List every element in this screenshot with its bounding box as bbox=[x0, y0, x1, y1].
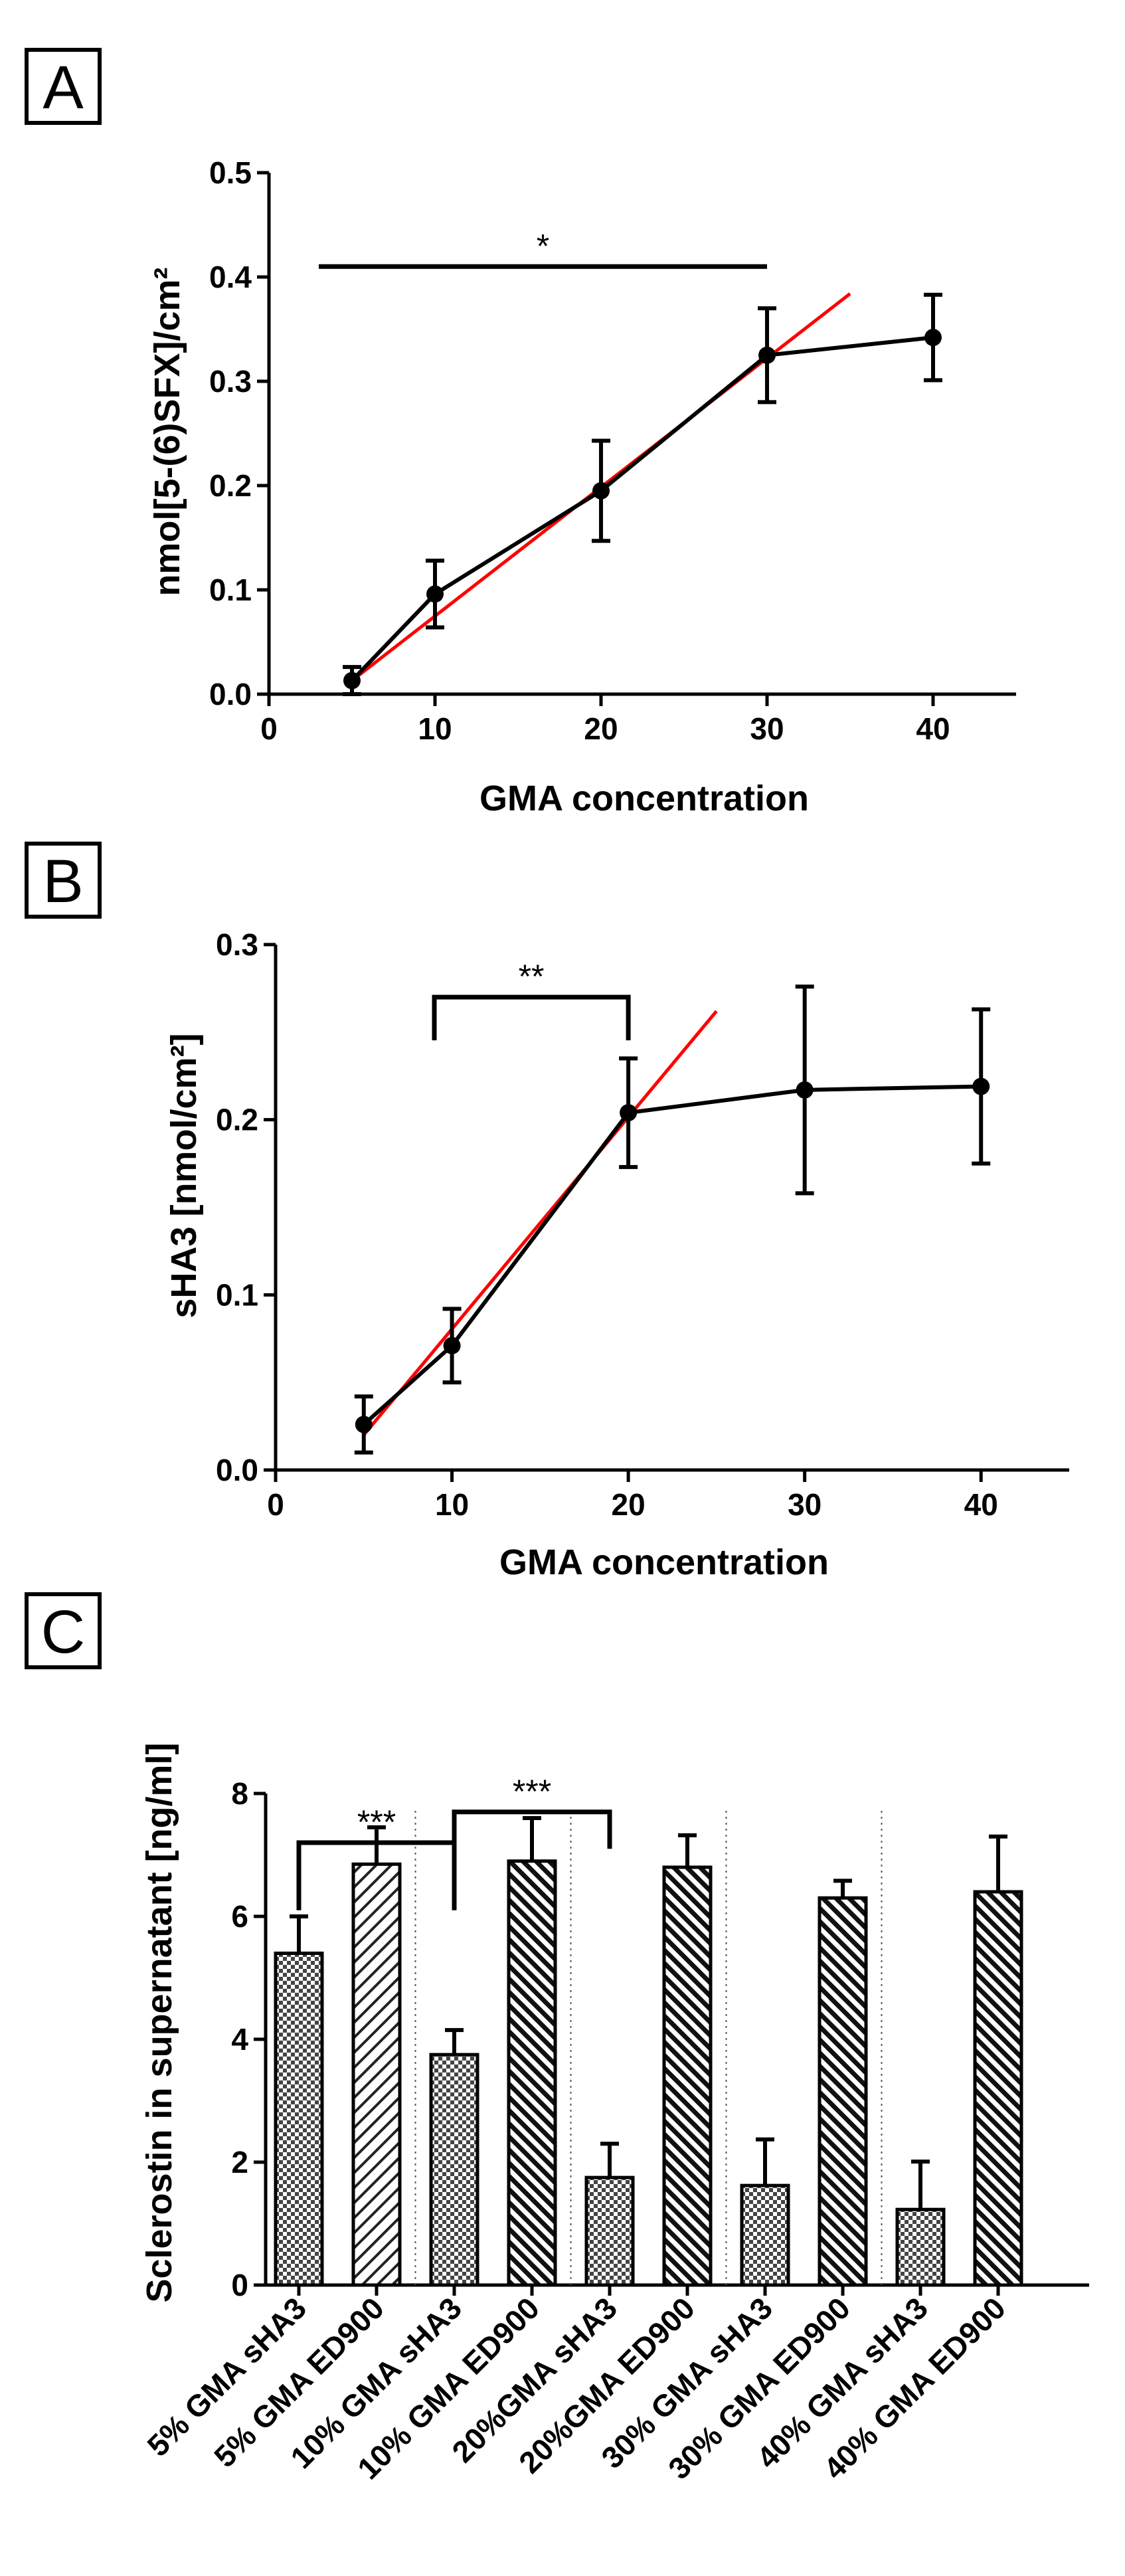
panel-b-x-tick-label: 30 bbox=[788, 1487, 822, 1522]
panel-b-x-axis-label: GMA concentration bbox=[499, 1542, 829, 1582]
panel-b-fit-line bbox=[362, 1010, 718, 1436]
panel-b-data-point bbox=[796, 1081, 814, 1099]
panel-b-y-tick-label: 0.0 bbox=[216, 1453, 258, 1487]
panel-a-chart: 0.0 0.1 0.2 0.3 0.4 0.5 0 10 20 30 40 * bbox=[209, 155, 1016, 746]
panel-c-y-tick-label: 0 bbox=[231, 2268, 248, 2302]
panel-b-x-tick-label: 0 bbox=[267, 1487, 284, 1522]
panel-a-x-axis-label: GMA concentration bbox=[479, 779, 809, 818]
panel-c-bar bbox=[973, 1890, 1023, 2287]
panel-a-x-tick-label: 30 bbox=[750, 711, 784, 746]
panel-a-data-point bbox=[592, 482, 610, 500]
panel-c-bar bbox=[274, 1952, 324, 2287]
panel-a-data-point bbox=[426, 585, 444, 603]
panel-a-y-tick-label: 0.4 bbox=[209, 260, 252, 294]
panel-c-significance-label: *** bbox=[513, 1773, 551, 1810]
panel-a-data-point bbox=[343, 672, 361, 690]
panel-c-bar bbox=[351, 1862, 402, 2287]
panel-a-label: A bbox=[25, 48, 102, 125]
panel-b-significance-bracket bbox=[432, 994, 631, 1041]
panel-c-y-tick-label: 8 bbox=[231, 1776, 248, 1811]
panel-b-x-tick-label: 40 bbox=[964, 1487, 998, 1522]
panel-a-y-tick-label: 0.0 bbox=[209, 677, 252, 711]
panel-c-y-tick-label: 2 bbox=[231, 2145, 248, 2179]
panel-c-y-axis-label: Sclerostin in supernatant [ng/ml] bbox=[139, 1742, 179, 2302]
panel-c-bar bbox=[740, 2183, 790, 2287]
panel-a-y-tick-label: 0.2 bbox=[209, 468, 252, 503]
panel-b-y-tick-label: 0.2 bbox=[216, 1103, 258, 1137]
panel-c-label: C bbox=[25, 1592, 102, 1669]
panel-c-y-tick-label: 6 bbox=[231, 1899, 248, 1934]
svg-text:A: A bbox=[43, 54, 84, 122]
panel-b-label: B bbox=[25, 842, 102, 919]
panel-c-y-tick-label: 4 bbox=[231, 2022, 248, 2057]
panel-a-x-tick-label: 10 bbox=[418, 711, 452, 746]
panel-b-y-axis-label: sHA3 [nmol/cm²] bbox=[164, 1033, 204, 1318]
panel-a-significance-label: * bbox=[537, 227, 549, 264]
panel-b-data-point bbox=[620, 1104, 638, 1122]
panel-b-series-line bbox=[362, 1084, 982, 1426]
svg-text:C: C bbox=[41, 1598, 85, 1666]
panel-b-y-tick-label: 0.1 bbox=[216, 1277, 258, 1312]
panel-a-data-point bbox=[924, 329, 942, 347]
panel-a-y-tick-label: 0.1 bbox=[209, 573, 252, 607]
panel-c-bar bbox=[429, 2053, 479, 2287]
panel-c-significance-bracket bbox=[296, 1840, 457, 1910]
panel-c-bar bbox=[818, 1896, 868, 2287]
panel-b-x-tick-label: 20 bbox=[612, 1487, 646, 1522]
svg-text:B: B bbox=[43, 848, 83, 915]
panel-a-x-tick-label: 40 bbox=[916, 711, 950, 746]
panel-c-bar bbox=[584, 2175, 635, 2287]
panel-b-data-point bbox=[972, 1077, 990, 1095]
panel-c-significance-bracket bbox=[452, 1809, 612, 1849]
panel-a-y-tick-label: 0.3 bbox=[209, 364, 252, 399]
panel-c-bar bbox=[895, 2207, 946, 2287]
panel-c-bar bbox=[507, 1859, 557, 2287]
panel-c-significance-label: *** bbox=[357, 1803, 396, 1841]
panel-a-x-tick-label: 0 bbox=[260, 711, 278, 746]
panel-b-data-point bbox=[355, 1416, 373, 1433]
panel-c-bar bbox=[662, 1865, 713, 2287]
panel-b-x-tick-label: 10 bbox=[435, 1487, 469, 1522]
panel-b-data-point bbox=[443, 1336, 461, 1354]
panel-a-data-point bbox=[758, 346, 776, 364]
panel-a-x-tick-label: 20 bbox=[584, 711, 618, 746]
panel-a-y-axis-label: nmol[5-(6)SFX]/cm² bbox=[147, 267, 187, 596]
panel-b-y-tick-label: 0.3 bbox=[216, 927, 258, 962]
panel-b-significance-label: ** bbox=[519, 958, 545, 995]
panel-b-chart: 0.0 0.1 0.2 0.3 0 10 20 30 40 ** bbox=[216, 927, 1069, 1522]
panel-a-y-tick-label: 0.5 bbox=[209, 155, 252, 190]
